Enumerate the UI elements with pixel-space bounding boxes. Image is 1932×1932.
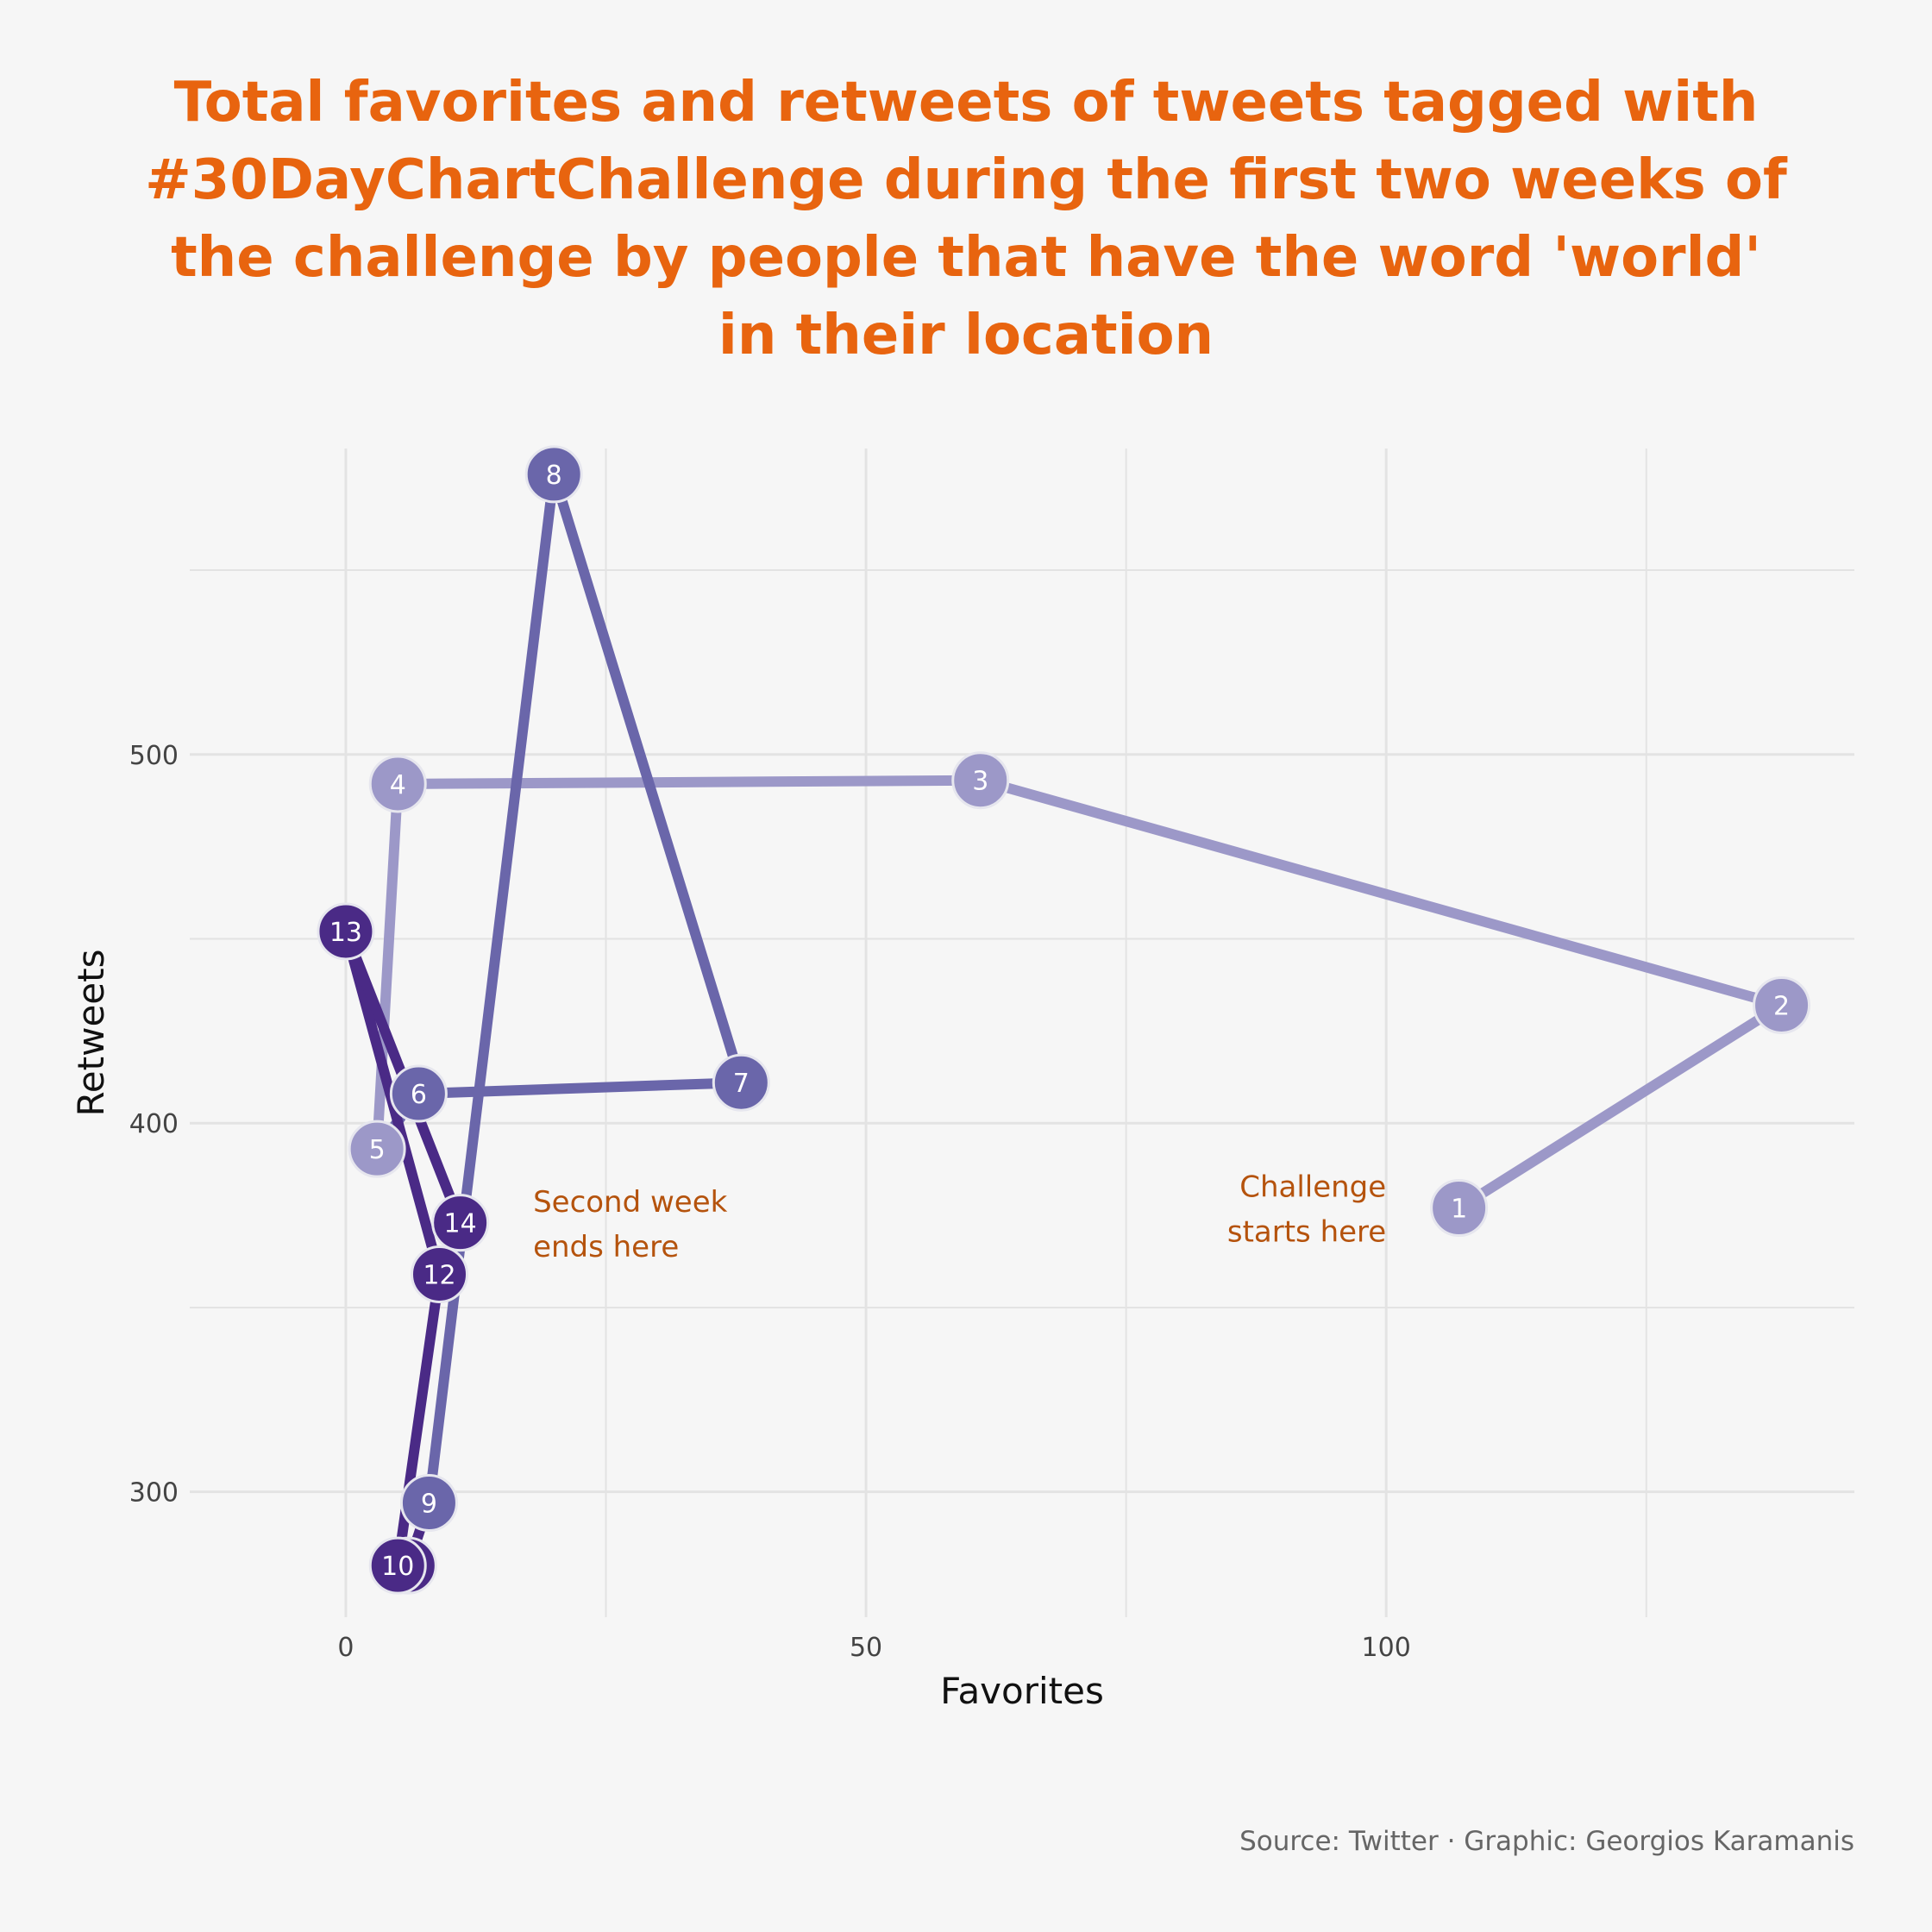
data-point	[431, 1194, 490, 1252]
y-tick-label: 300	[129, 1478, 179, 1509]
data-point	[524, 445, 583, 504]
y-axis-title: Retweets	[70, 950, 112, 1117]
series-segment	[423, 468, 560, 1509]
data-point	[368, 1536, 427, 1595]
data-point	[317, 902, 375, 961]
data-point	[389, 1064, 448, 1123]
data-point	[1430, 1179, 1489, 1238]
data-point	[368, 755, 427, 813]
data-point-label: 13	[329, 918, 362, 948]
x-tick-label: 100	[1362, 1633, 1411, 1663]
series-segment	[975, 775, 1787, 1011]
series-segment	[372, 778, 404, 1155]
data-point	[712, 1053, 770, 1112]
data-point-label: 14	[444, 1209, 477, 1239]
chart-title-line: #30DayChartChallenge during the first tw…	[145, 148, 1788, 212]
data-point-label: 10	[381, 1552, 414, 1582]
data-point	[348, 1120, 406, 1178]
data-point-label: 7	[733, 1069, 750, 1099]
x-tick-label: 0	[337, 1633, 354, 1663]
data-point-label: 3	[972, 767, 988, 797]
data-point-label: 5	[369, 1135, 386, 1165]
data-point-label: 8	[546, 461, 562, 491]
chart-title-line: the challenge by people that have the wo…	[171, 226, 1761, 290]
annotation-text: starts here	[1227, 1215, 1386, 1250]
data-point-label: 1	[1451, 1195, 1467, 1225]
data-point	[399, 1473, 458, 1532]
x-axis-title: Favorites	[940, 1670, 1104, 1712]
annotation-text: Second week	[533, 1185, 728, 1220]
x-tick-label: 50	[850, 1633, 882, 1663]
data-point	[951, 751, 1010, 810]
data-point	[1753, 975, 1811, 1034]
annotation-text: ends here	[533, 1230, 679, 1264]
chart-title-line: Total favorites and retweets of tweets t…	[174, 71, 1759, 135]
y-tick-label: 500	[129, 741, 179, 771]
annotation-text: Challenge	[1239, 1170, 1386, 1205]
data-point-label: 12	[423, 1260, 455, 1290]
data-point-label: 6	[411, 1080, 427, 1110]
data-point-label: 9	[421, 1489, 437, 1519]
data-point-label: 2	[1773, 991, 1790, 1021]
chart-title-line: in their location	[718, 304, 1214, 367]
data-point-label: 4	[390, 770, 406, 800]
data-point	[411, 1245, 468, 1303]
y-tick-label: 400	[129, 1109, 179, 1139]
series-segment	[413, 1077, 747, 1100]
series-segment	[1453, 1000, 1787, 1214]
series-segment	[549, 468, 747, 1088]
caption: Source: Twitter · Graphic: Georgios Kara…	[1239, 1826, 1854, 1857]
series-segment	[392, 775, 986, 789]
